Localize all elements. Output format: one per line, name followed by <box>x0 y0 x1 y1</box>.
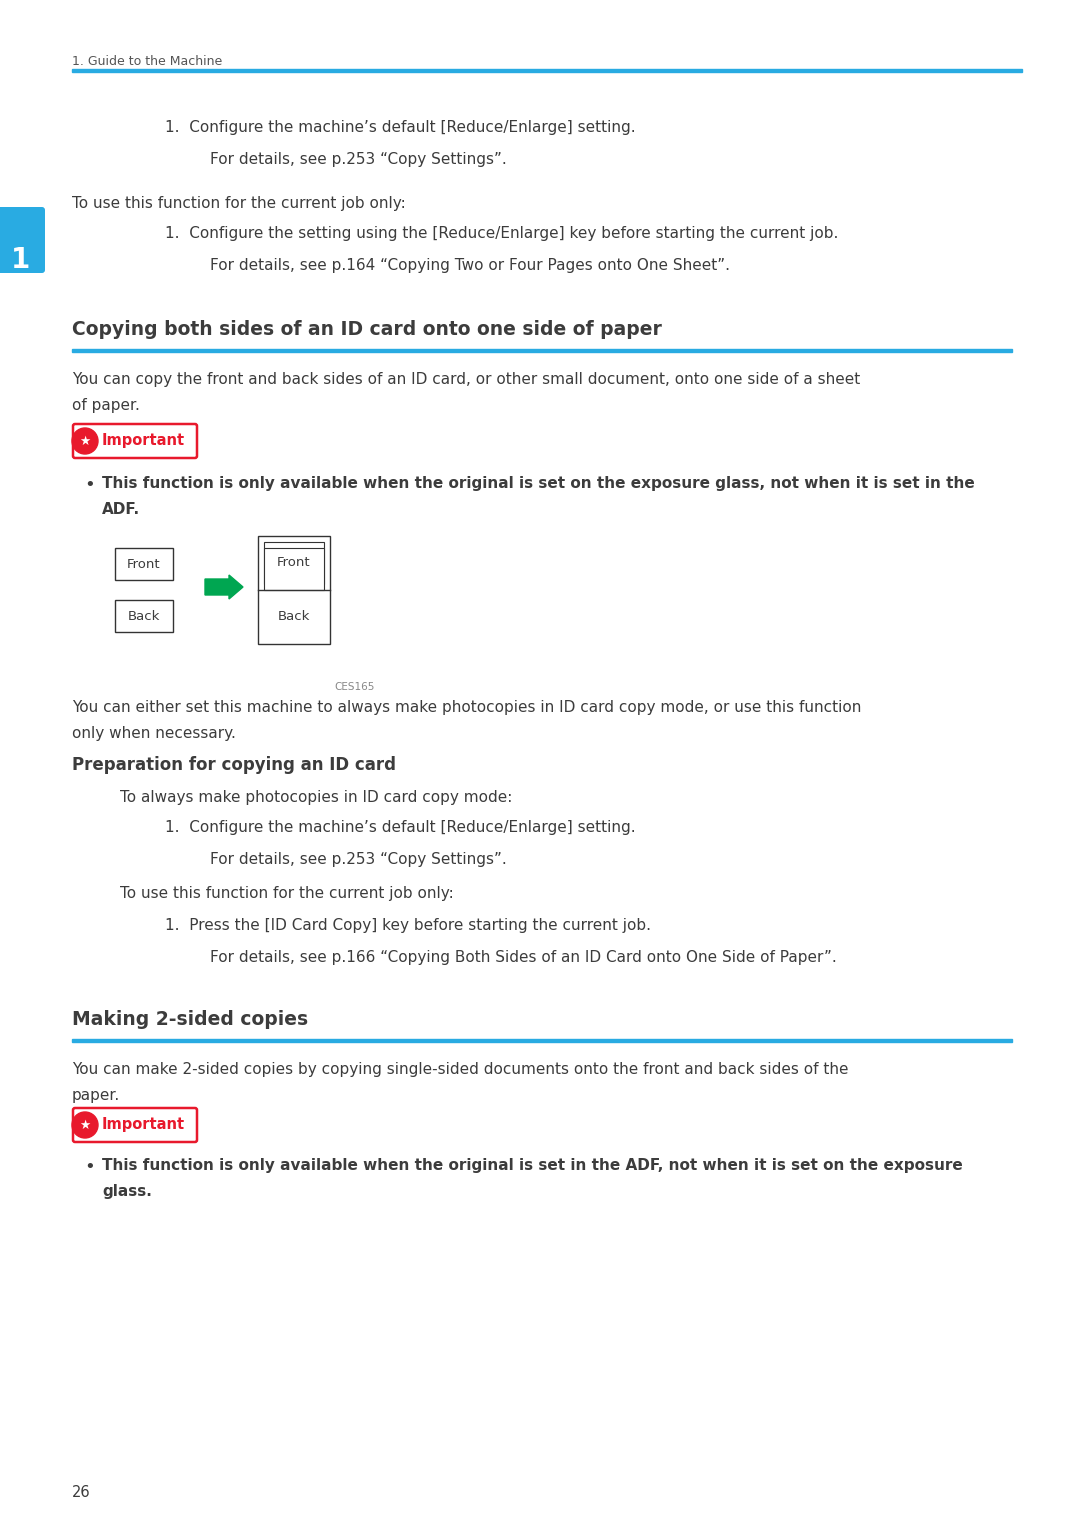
Text: You can make 2-sided copies by copying single-sided documents onto the front and: You can make 2-sided copies by copying s… <box>72 1062 849 1077</box>
Text: Important: Important <box>102 434 185 449</box>
FancyBboxPatch shape <box>73 1108 197 1141</box>
Text: •: • <box>84 476 95 493</box>
Text: For details, see p.253 “Copy Settings”.: For details, see p.253 “Copy Settings”. <box>210 152 507 167</box>
Text: This function is only available when the original is set in the ADF, not when it: This function is only available when the… <box>102 1158 962 1174</box>
Bar <box>114 601 173 633</box>
Text: •: • <box>84 1158 95 1177</box>
Text: To use this function for the current job only:: To use this function for the current job… <box>72 196 406 211</box>
Text: glass.: glass. <box>102 1184 152 1200</box>
Text: ★: ★ <box>79 1118 91 1132</box>
Bar <box>72 1039 1012 1042</box>
Text: You can copy the front and back sides of an ID card, or other small document, on: You can copy the front and back sides of… <box>72 372 861 388</box>
Text: Front: Front <box>278 556 311 570</box>
Text: 1.  Configure the machine’s default [Reduce/Enlarge] setting.: 1. Configure the machine’s default [Redu… <box>165 820 636 835</box>
Text: CES165: CES165 <box>335 682 375 692</box>
Text: For details, see p.253 “Copy Settings”.: For details, see p.253 “Copy Settings”. <box>210 852 507 867</box>
FancyArrow shape <box>205 574 243 599</box>
Text: 1.  Configure the machine’s default [Reduce/Enlarge] setting.: 1. Configure the machine’s default [Redu… <box>165 119 636 135</box>
FancyBboxPatch shape <box>73 424 197 458</box>
Text: ★: ★ <box>79 435 91 447</box>
FancyBboxPatch shape <box>0 207 45 273</box>
Text: This function is only available when the original is set on the exposure glass, : This function is only available when the… <box>102 476 975 490</box>
Text: Back: Back <box>278 610 310 624</box>
Text: 1: 1 <box>12 247 30 274</box>
Text: 26: 26 <box>72 1485 91 1500</box>
Bar <box>264 542 324 584</box>
Bar <box>258 536 330 643</box>
Text: Copying both sides of an ID card onto one side of paper: Copying both sides of an ID card onto on… <box>72 320 662 339</box>
Text: Preparation for copying an ID card: Preparation for copying an ID card <box>72 755 396 774</box>
Bar <box>72 69 1022 72</box>
Text: of paper.: of paper. <box>72 398 140 414</box>
Text: only when necessary.: only when necessary. <box>72 726 235 741</box>
Text: You can either set this machine to always make photocopies in ID card copy mode,: You can either set this machine to alway… <box>72 700 862 715</box>
Text: 1. Guide to the Machine: 1. Guide to the Machine <box>72 55 222 67</box>
Circle shape <box>72 427 98 453</box>
Text: To use this function for the current job only:: To use this function for the current job… <box>120 885 454 901</box>
Text: Back: Back <box>127 610 160 622</box>
Bar <box>264 548 324 590</box>
Text: Making 2-sided copies: Making 2-sided copies <box>72 1010 308 1030</box>
Text: ADF.: ADF. <box>102 502 140 516</box>
Text: 1.  Press the [ID Card Copy] key before starting the current job.: 1. Press the [ID Card Copy] key before s… <box>165 918 651 933</box>
Circle shape <box>72 1112 98 1138</box>
Text: To always make photocopies in ID card copy mode:: To always make photocopies in ID card co… <box>120 791 512 804</box>
Text: For details, see p.166 “Copying Both Sides of an ID Card onto One Side of Paper”: For details, see p.166 “Copying Both Sid… <box>210 950 837 965</box>
Text: For details, see p.164 “Copying Two or Four Pages onto One Sheet”.: For details, see p.164 “Copying Two or F… <box>210 257 730 273</box>
Text: Important: Important <box>102 1117 185 1132</box>
Bar <box>72 349 1012 352</box>
Bar <box>114 548 173 581</box>
Text: paper.: paper. <box>72 1088 120 1103</box>
Text: Front: Front <box>127 558 161 570</box>
Text: 1.  Configure the setting using the [Reduce/Enlarge] key before starting the cur: 1. Configure the setting using the [Redu… <box>165 227 838 241</box>
